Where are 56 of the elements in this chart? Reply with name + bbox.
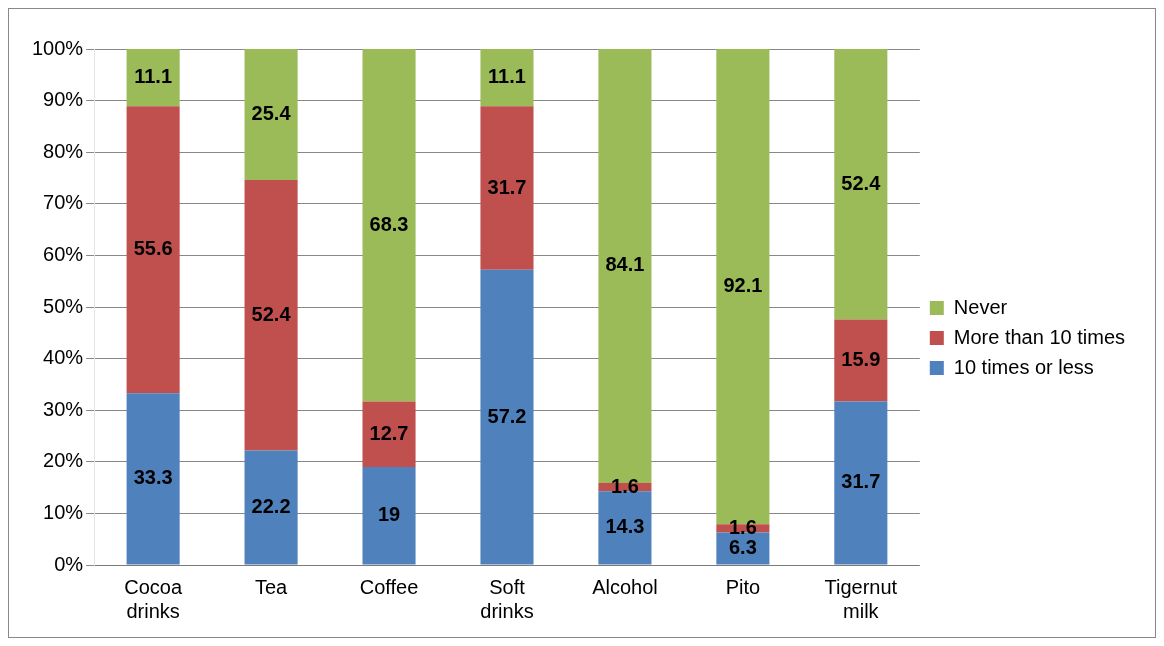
data-label: 52.4 xyxy=(251,302,292,325)
data-label: 15.9 xyxy=(841,347,881,370)
data-label: 14.3 xyxy=(605,515,645,538)
data-label: 25.4 xyxy=(251,102,292,125)
data-label: 6.3 xyxy=(728,536,757,559)
y-tick-label: 30% xyxy=(43,397,84,420)
y-tick-label: 40% xyxy=(43,346,84,369)
bar xyxy=(480,269,534,565)
legend-label: Never xyxy=(953,295,1008,318)
x-tick-label: Alcohol xyxy=(592,575,658,598)
bar xyxy=(126,106,180,394)
data-label: 11.1 xyxy=(134,65,173,88)
bar xyxy=(480,106,534,270)
data-label: 22.2 xyxy=(251,494,291,517)
data-label: 57.2 xyxy=(487,404,527,427)
bar xyxy=(244,180,298,451)
bar xyxy=(362,49,416,402)
bar xyxy=(480,49,534,107)
data-label: 19 xyxy=(377,503,401,526)
bar xyxy=(244,49,298,181)
data-label: 84.1 xyxy=(605,253,645,276)
legend-label: More than 10 times xyxy=(953,325,1126,348)
x-tick-label: Coffee xyxy=(359,575,419,598)
x-tick-label: Tigernut milk xyxy=(824,575,898,622)
data-label: 12.7 xyxy=(369,421,409,444)
y-tick-label: 20% xyxy=(43,449,84,472)
y-tick-label: 10% xyxy=(43,500,84,523)
bar xyxy=(834,49,888,320)
data-label: 68.3 xyxy=(369,212,409,235)
bar xyxy=(834,319,888,402)
y-tick-label: 80% xyxy=(43,139,84,162)
bar xyxy=(126,393,180,565)
data-label: 92.1 xyxy=(723,274,763,297)
bar xyxy=(126,49,180,107)
bar xyxy=(362,466,416,565)
x-tick-label: Pito xyxy=(725,575,761,598)
bar xyxy=(244,450,298,565)
bar xyxy=(362,401,416,467)
data-label: 52.4 xyxy=(841,171,882,194)
data-label: 33.3 xyxy=(133,466,173,489)
x-tick-label: Cocoa drinks xyxy=(124,575,183,622)
legend-label: 10 times or less xyxy=(953,355,1094,378)
x-tick-label: Tea xyxy=(254,575,289,598)
bar xyxy=(834,401,888,565)
y-tick-label: 100% xyxy=(32,36,84,59)
bar xyxy=(598,491,652,565)
y-tick-label: 90% xyxy=(43,88,84,111)
y-tick-label: 70% xyxy=(43,191,84,214)
data-label: 11.1 xyxy=(488,65,526,88)
y-tick-label: 50% xyxy=(43,294,84,317)
data-label: 55.6 xyxy=(133,237,173,260)
y-tick-label: 0% xyxy=(54,552,84,575)
data-label: 31.7 xyxy=(487,175,527,198)
data-label: 31.7 xyxy=(841,470,881,493)
y-tick-label: 60% xyxy=(43,242,84,265)
x-tick-label: Soft drinks xyxy=(480,575,534,622)
